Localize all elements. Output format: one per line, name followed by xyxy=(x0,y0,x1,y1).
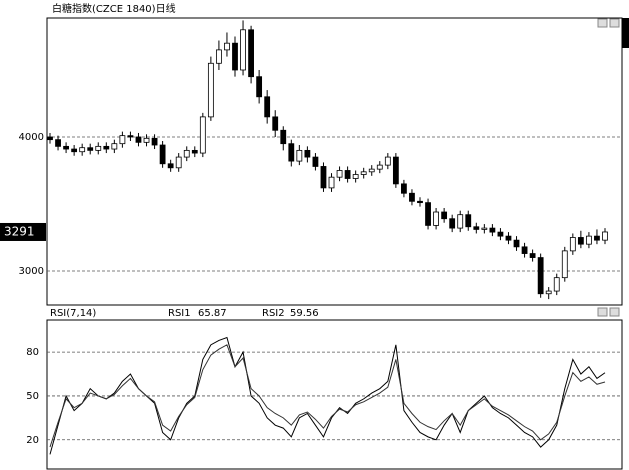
candle-body xyxy=(127,135,134,138)
last-price-label: 3291 xyxy=(4,224,35,238)
candle-body xyxy=(344,170,351,179)
candle-body xyxy=(167,163,174,169)
candle-body xyxy=(191,149,198,154)
candle-body xyxy=(304,149,311,158)
candle-body xyxy=(79,147,86,153)
candle-body xyxy=(505,235,512,241)
candle-body xyxy=(465,214,472,228)
candle-body xyxy=(143,137,150,143)
candle-body xyxy=(545,290,552,295)
candle-body xyxy=(47,136,53,141)
chart-title: 白糖指数(CZCE 1840)日线 xyxy=(52,2,176,15)
candle-body xyxy=(71,148,78,153)
scroll-left[interactable] xyxy=(597,18,608,28)
scroll-right[interactable] xyxy=(609,307,620,317)
candle-body xyxy=(256,76,263,98)
candle-body xyxy=(376,164,383,170)
candle-body xyxy=(368,168,375,173)
legend-value: 65.87 xyxy=(198,308,227,319)
candle-body xyxy=(489,227,496,233)
candle-body xyxy=(312,156,319,167)
indicator-title: RSI(7,14) xyxy=(50,308,96,319)
candle-body xyxy=(569,237,576,252)
candle-body xyxy=(481,227,488,230)
panel-buttons[interactable] xyxy=(597,18,620,317)
candle-body xyxy=(473,226,480,230)
candle-body xyxy=(441,211,448,220)
candle-body xyxy=(159,144,166,165)
candle-body xyxy=(553,277,560,292)
candle-body xyxy=(272,116,279,131)
candle-body xyxy=(55,139,61,147)
candle-body xyxy=(513,239,520,248)
candle-body xyxy=(207,62,214,118)
candle-body xyxy=(119,135,126,145)
candle-body xyxy=(336,170,343,178)
candle-body xyxy=(384,156,391,166)
candle-body xyxy=(199,116,206,154)
candle-body xyxy=(409,192,415,202)
candle-body xyxy=(240,29,246,71)
last-price-box xyxy=(0,222,46,241)
candle-body xyxy=(288,143,295,162)
candle-body xyxy=(296,149,303,162)
scroll-right[interactable] xyxy=(609,18,620,28)
candle-body xyxy=(280,129,287,145)
y-tick-label: 80 xyxy=(26,347,39,358)
candle-body xyxy=(224,42,230,51)
scroll-marker xyxy=(622,18,629,48)
candle-body xyxy=(135,136,142,143)
candle-body xyxy=(449,218,456,229)
candle-body xyxy=(594,235,600,241)
candle-body xyxy=(87,147,94,151)
candle-body xyxy=(63,145,69,150)
candle-body xyxy=(151,137,158,146)
y-tick-label: 4000 xyxy=(19,132,44,143)
candle-body xyxy=(425,202,431,226)
y-tick-label: 20 xyxy=(26,435,39,446)
candle-body xyxy=(537,257,544,295)
candle-body xyxy=(216,49,222,64)
rsi-panel xyxy=(46,319,623,470)
legend-entry: RSI2 xyxy=(262,308,285,319)
scroll-left[interactable] xyxy=(597,307,608,317)
rsi-line xyxy=(49,344,606,448)
price-panel xyxy=(46,17,623,306)
candle-body xyxy=(417,200,423,204)
candle-body xyxy=(95,145,102,151)
candle-body xyxy=(529,253,536,258)
candle-body xyxy=(497,231,504,237)
candle-body xyxy=(352,174,359,179)
candle-body xyxy=(320,166,327,189)
candle-body xyxy=(175,156,182,169)
candle-body xyxy=(577,237,584,245)
candle-body xyxy=(111,143,118,150)
candle-body xyxy=(561,250,568,279)
candle-body xyxy=(433,211,439,226)
candle-body xyxy=(401,183,407,194)
candle-body xyxy=(586,235,592,245)
candle-body xyxy=(457,214,464,229)
y-tick-label: 3000 xyxy=(19,266,44,277)
candle-body xyxy=(232,42,238,71)
legend-entry: RSI1 xyxy=(168,308,191,319)
y-tick-label: 50 xyxy=(26,391,39,402)
candle-body xyxy=(360,171,367,175)
candle-body xyxy=(103,145,110,150)
candle-body xyxy=(602,231,608,241)
candle-body xyxy=(328,176,335,189)
legend-value: 59.56 xyxy=(290,308,319,319)
candle-body xyxy=(264,96,271,118)
candle-body xyxy=(248,29,254,78)
candle-body xyxy=(521,246,528,254)
candle-body xyxy=(183,149,190,158)
candle-body xyxy=(392,156,399,185)
